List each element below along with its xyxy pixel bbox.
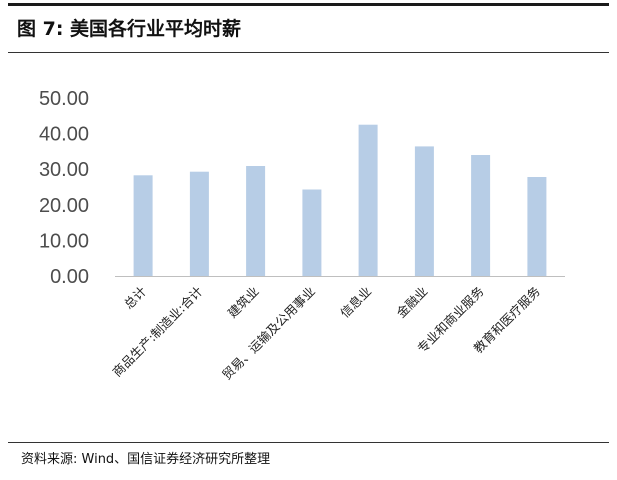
bar bbox=[302, 189, 322, 276]
bar bbox=[527, 177, 547, 276]
figure-title: 图 7: 美国各行业平均时薪 bbox=[17, 18, 242, 40]
y-tick-label: 10.00 bbox=[39, 230, 89, 252]
bar bbox=[471, 155, 491, 276]
x-category-label: 信息业 bbox=[337, 284, 374, 321]
bar bbox=[414, 146, 434, 276]
x-category-label: 金融业 bbox=[393, 284, 430, 321]
title-divider bbox=[8, 52, 609, 53]
top-rule bbox=[8, 3, 609, 6]
x-category-label: 建筑业 bbox=[225, 284, 262, 321]
bar bbox=[189, 171, 209, 276]
bar bbox=[246, 166, 266, 276]
bottom-divider bbox=[8, 442, 609, 443]
x-category-label: 贸易、运输及公用事业 bbox=[219, 284, 318, 383]
source-note: 资料来源: Wind、国信证券经济研究所整理 bbox=[21, 452, 271, 467]
bar-chart: 0.00 10.00 20.00 30.00 40.00 50.00 总计商品生产:制造业… bbox=[39, 88, 565, 383]
bars bbox=[133, 124, 547, 276]
y-axis-ticks: 0.00 10.00 20.00 30.00 40.00 50.00 bbox=[39, 88, 89, 288]
bar bbox=[133, 175, 153, 276]
y-tick-label: 50.00 bbox=[39, 88, 89, 110]
x-category-label: 总计 bbox=[121, 284, 149, 312]
bar bbox=[358, 124, 378, 276]
y-tick-label: 0.00 bbox=[50, 266, 89, 288]
y-tick-label: 40.00 bbox=[39, 124, 89, 146]
y-tick-label: 30.00 bbox=[39, 159, 89, 181]
y-tick-label: 20.00 bbox=[39, 195, 89, 217]
